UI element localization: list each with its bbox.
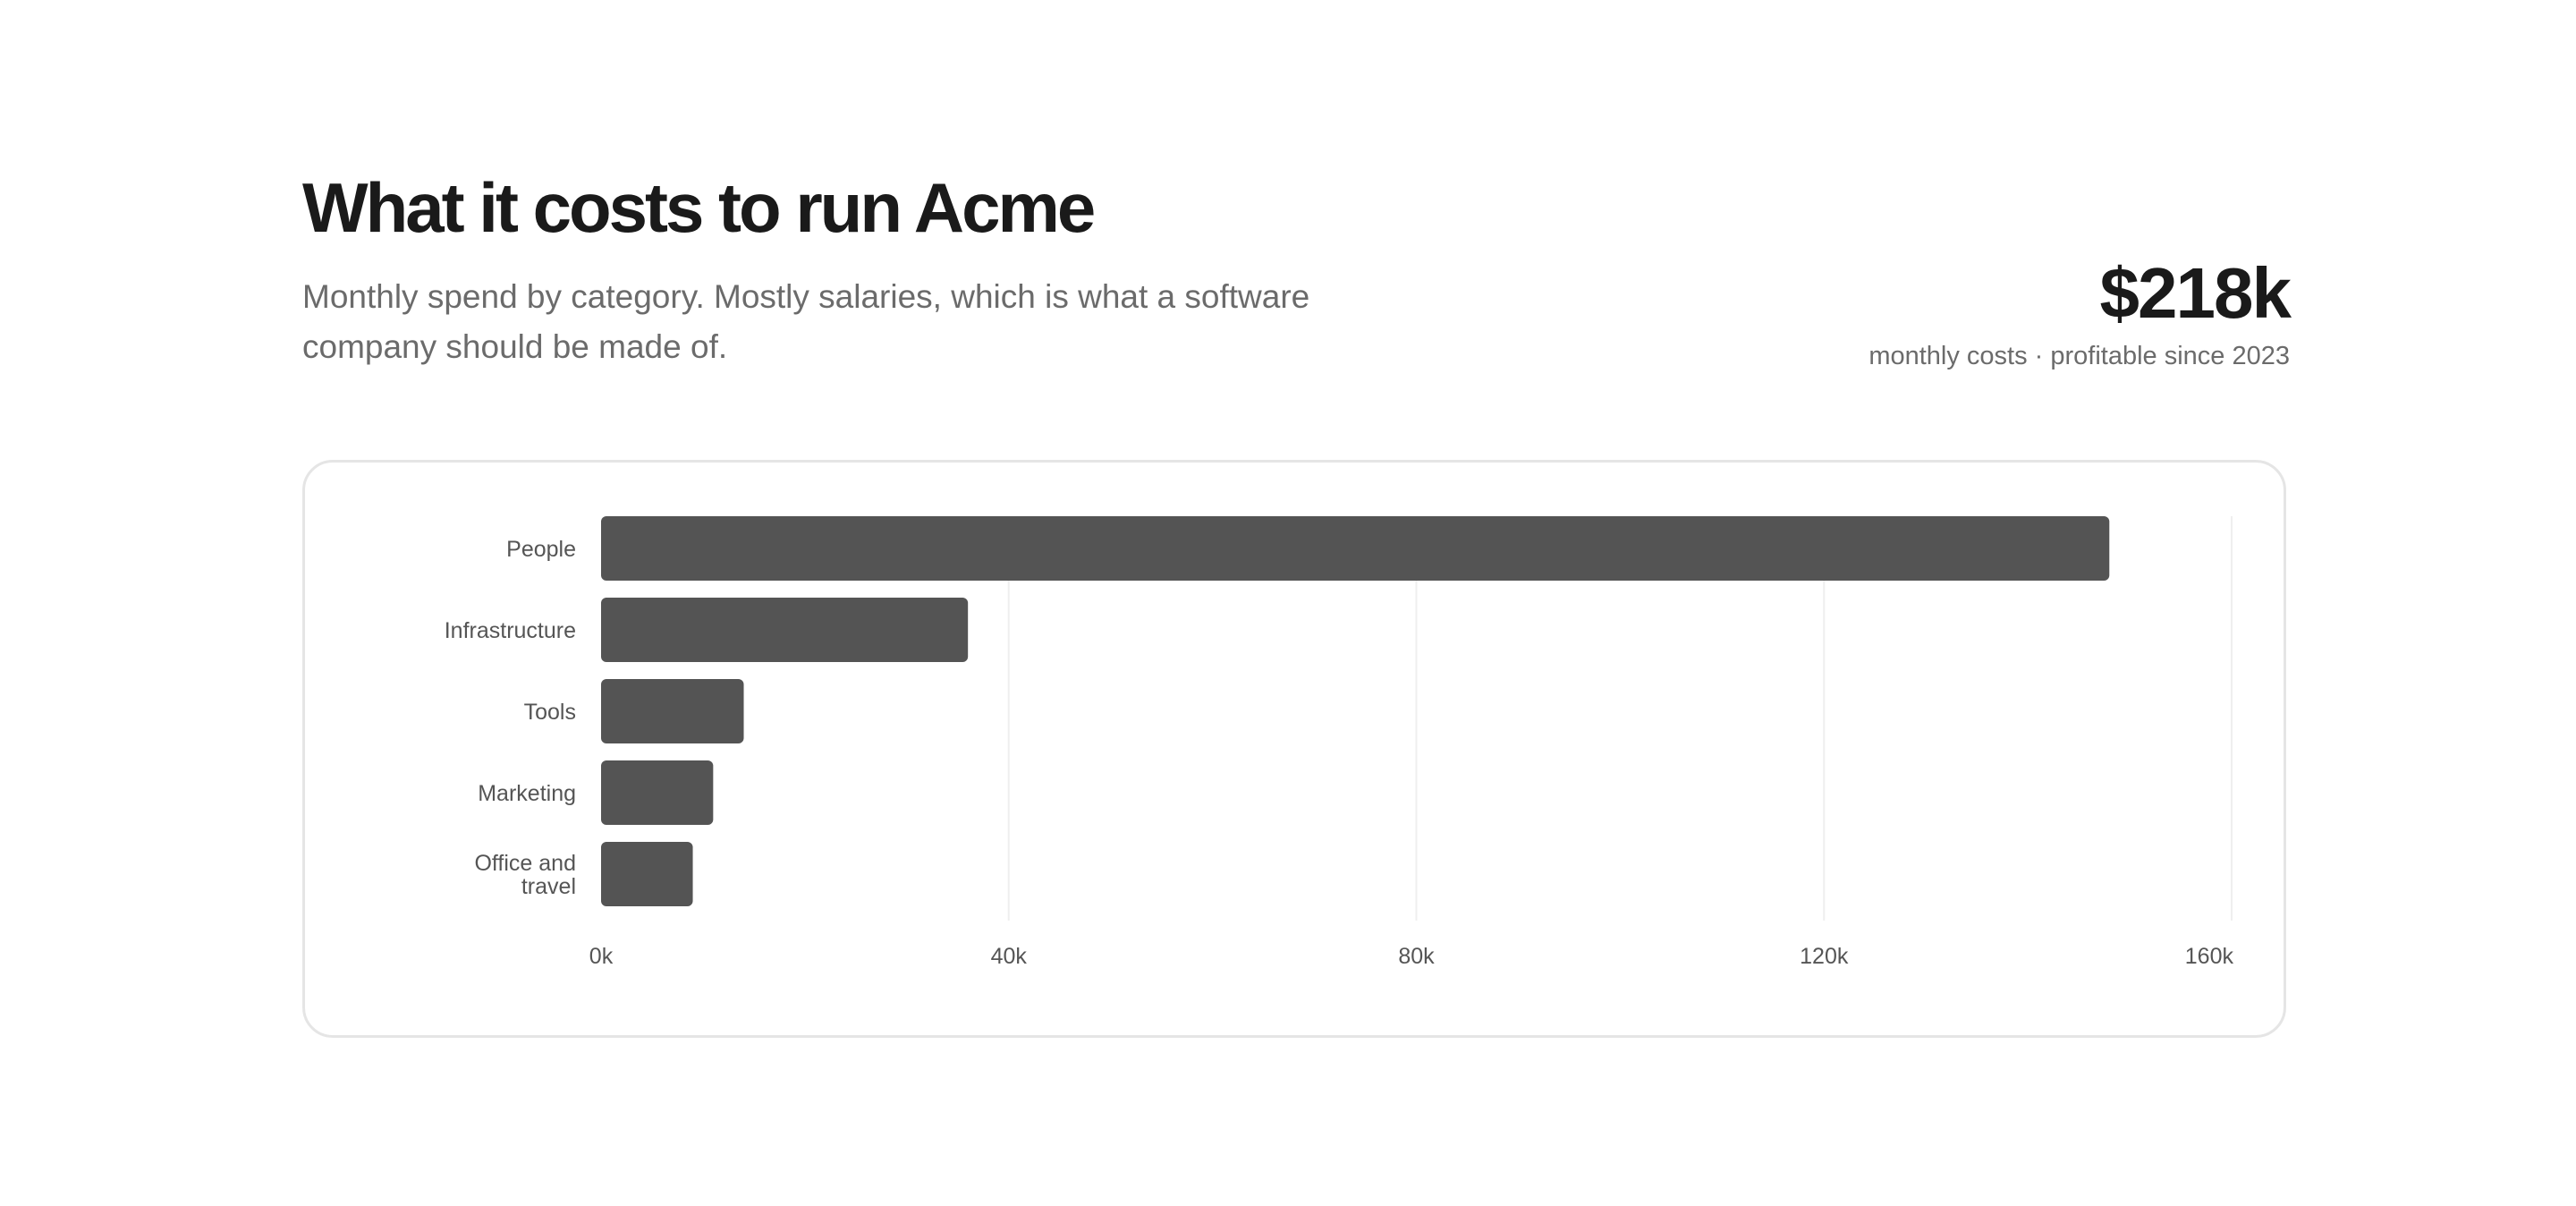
cost-bar-chart: People Infrastructure Tools Marketing Office…	[445, 516, 2234, 969]
bars	[601, 516, 2110, 906]
chart-card: People Infrastructure Tools Marketing Office…	[302, 460, 2286, 1038]
x-tick-label: 160k	[2185, 944, 2234, 969]
total-cost-stat: $218k monthly costs · profitable since 2…	[1868, 249, 2292, 374]
category-labels: People Infrastructure Tools Marketing Office…	[445, 537, 576, 899]
total-cost-caption: monthly costs · profitable since 2023	[1868, 342, 2290, 370]
x-tick-label: 120k	[1800, 944, 1849, 969]
bar-people	[601, 516, 2110, 581]
page-subtitle: Monthly spend by category. Mostly salari…	[302, 278, 1310, 365]
category-label: People	[506, 537, 576, 562]
category-label: Office and travel	[474, 851, 576, 899]
bar-infrastructure	[601, 598, 969, 662]
x-tick-label: 40k	[991, 944, 1028, 969]
page-title: What it costs to run Acme	[302, 168, 1096, 247]
category-label: Marketing	[478, 781, 576, 806]
bar-marketing	[601, 760, 714, 825]
grid-lines	[1007, 516, 2233, 921]
x-axis-ticks: 0k 40k 80k 120k 160k	[589, 944, 2234, 969]
category-label: Infrastructure	[445, 618, 576, 643]
category-label: Tools	[524, 700, 576, 725]
bar-tools	[601, 679, 744, 743]
x-tick-label: 0k	[589, 944, 614, 969]
bar-office-and-travel	[601, 842, 693, 906]
total-cost-value: $218k	[2099, 253, 2292, 333]
x-tick-label: 80k	[1398, 944, 1435, 969]
